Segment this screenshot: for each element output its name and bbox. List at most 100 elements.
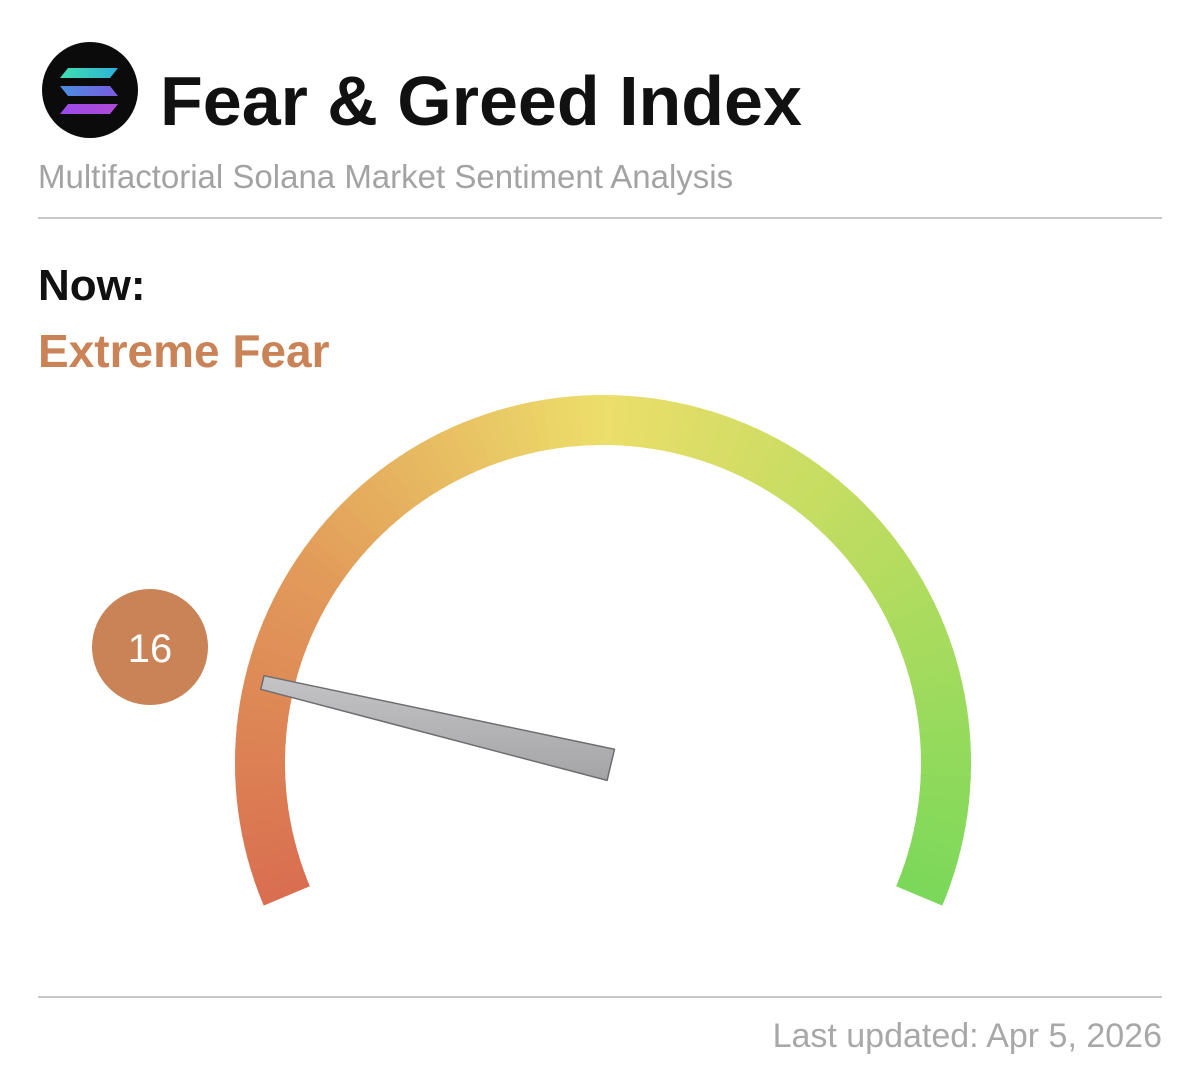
gauge-arc [310, 527, 359, 571]
gauge-arc [665, 402, 691, 455]
gauge-arc [473, 413, 504, 466]
gauge-arc [907, 657, 960, 685]
gauge-arc [797, 471, 840, 520]
gauge-arc [325, 509, 373, 554]
gauge-arc [734, 427, 770, 480]
gauge-arc [644, 398, 667, 450]
gauge-arc [262, 608, 315, 643]
gauge-arc [705, 414, 737, 467]
value-badge [92, 589, 208, 705]
gauge-arc [388, 455, 429, 505]
gauge-arc [244, 833, 297, 860]
gauge-arc [902, 856, 955, 887]
gauge-arc [900, 634, 953, 665]
gauge-arc [780, 457, 821, 507]
gauge-arc [888, 601, 941, 636]
gauge-arc [461, 417, 494, 470]
gauge-arc [254, 631, 307, 662]
gauge-arc [519, 401, 544, 454]
gauge-arc [873, 569, 924, 608]
gauge-arc [685, 407, 714, 460]
gauge-arc [267, 597, 319, 633]
gauge-arc [828, 503, 875, 549]
gauge-arc [813, 486, 858, 534]
gauge-arc [507, 403, 534, 456]
gauge-arc [237, 700, 290, 723]
gauge-arc [450, 421, 484, 474]
gauge-arc [771, 450, 811, 501]
title: Fear & Greed Index [160, 62, 802, 140]
gauge-arc [250, 642, 303, 672]
gauge-arc [893, 612, 945, 646]
gauge-arc [855, 539, 905, 581]
gauge-arc [253, 863, 306, 895]
gauge-arc [283, 566, 335, 605]
gauge-arc [369, 469, 412, 518]
gauge-arc [675, 404, 702, 457]
gauge-arc [590, 395, 607, 446]
gauge: 16 [92, 395, 972, 906]
gauge-arc [247, 653, 300, 682]
gauge-arc [378, 462, 420, 512]
gauge-arc [820, 494, 867, 541]
gauge-arc [805, 478, 849, 527]
gauge-arc [715, 418, 748, 471]
gauge-arc [398, 448, 438, 499]
gauge-arc [239, 688, 292, 713]
gauge-arc [915, 805, 968, 829]
gauge-arc [743, 433, 781, 485]
gauge-arc [762, 444, 801, 495]
gauge-arc [898, 866, 951, 898]
gauge-arc [359, 476, 404, 525]
gauge-arc [303, 536, 353, 579]
gauge-arc [897, 623, 950, 655]
gauge-arc [867, 559, 918, 599]
gauge-arc [908, 836, 961, 864]
gauge-arc [257, 873, 310, 906]
gauge-arc [905, 846, 958, 876]
gauge-arc [842, 520, 891, 565]
gauge-arc [277, 576, 329, 614]
gauge-arc [258, 619, 311, 652]
gauge-arc [883, 590, 936, 627]
gauge-arc [350, 484, 396, 532]
gauge-arc [725, 423, 759, 475]
gauge-arc [439, 426, 475, 478]
gauge-arc [289, 556, 340, 596]
gauge-arc [418, 436, 456, 488]
gauge-arc [296, 546, 346, 588]
gauge-arc [429, 431, 465, 483]
gauge-arc [911, 826, 964, 852]
gauge-arc [272, 587, 324, 624]
gauge-arc [235, 760, 286, 777]
gauge-arc [912, 680, 965, 706]
gauge-arc [849, 530, 898, 573]
gauge-arc [634, 396, 655, 449]
gauge-arc [917, 795, 970, 817]
gauge-arc [241, 823, 294, 849]
logo [42, 42, 138, 138]
subtitle: Multifactorial Solana Market Sentiment A… [38, 158, 733, 195]
gauge-arc [250, 853, 303, 884]
gauge-arc [896, 876, 947, 906]
gauge-arc [333, 500, 380, 547]
footer: Last updated: Apr 5, 2026 [773, 1017, 1162, 1055]
gauge-arc [861, 549, 912, 590]
needle [260, 674, 616, 782]
now-label: Now: [38, 261, 146, 310]
gauge-arc [910, 668, 963, 695]
status: Extreme Fear [38, 325, 330, 377]
gauge-arc [654, 399, 679, 452]
gauge-arc [878, 579, 930, 617]
gauge-arc [408, 442, 447, 494]
gauge-arc [835, 512, 883, 557]
gauge-arc [342, 492, 388, 539]
gauge-arc [484, 409, 514, 462]
value-label: 16 [128, 627, 173, 671]
gauge-arc [753, 438, 791, 490]
gauge-arc [695, 410, 726, 463]
gauge-arc [495, 406, 524, 459]
gauge-arc [913, 816, 966, 841]
